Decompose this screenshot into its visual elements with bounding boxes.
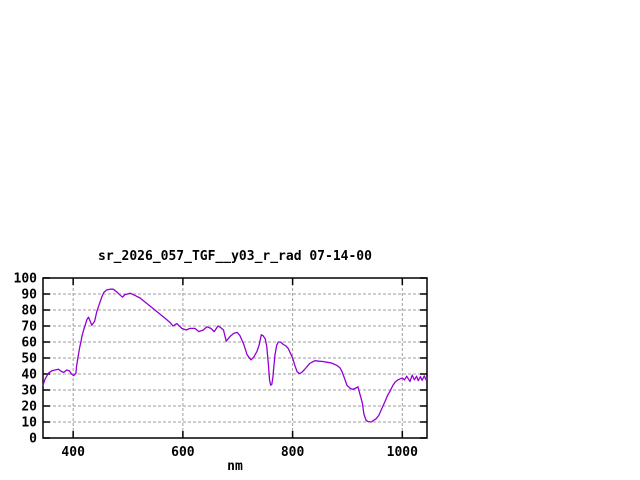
x-tick-label: 400 [61, 445, 85, 460]
chart-title: sr_2026_057_TGF__y03_r_rad 07-14-00 [98, 249, 372, 264]
y-tick-label: 90 [21, 288, 37, 303]
y-tick-label: 40 [21, 368, 37, 383]
x-tick-label: 600 [171, 445, 195, 460]
radiance-curve [42, 288, 428, 423]
y-tick-label: 70 [21, 320, 37, 335]
y-tick-label: 30 [21, 384, 37, 399]
y-tick-label: 60 [21, 336, 37, 351]
y-tick-label: 10 [21, 416, 37, 431]
x-tick-label: 800 [281, 445, 305, 460]
y-tick-label: 100 [14, 272, 38, 287]
y-tick-label: 0 [29, 432, 37, 447]
x-axis-label: nm [227, 459, 243, 474]
y-tick-label: 20 [21, 400, 37, 415]
x-tick-label: 1000 [387, 445, 418, 460]
y-tick-label: 80 [21, 304, 37, 319]
y-tick-label: 50 [21, 352, 37, 367]
